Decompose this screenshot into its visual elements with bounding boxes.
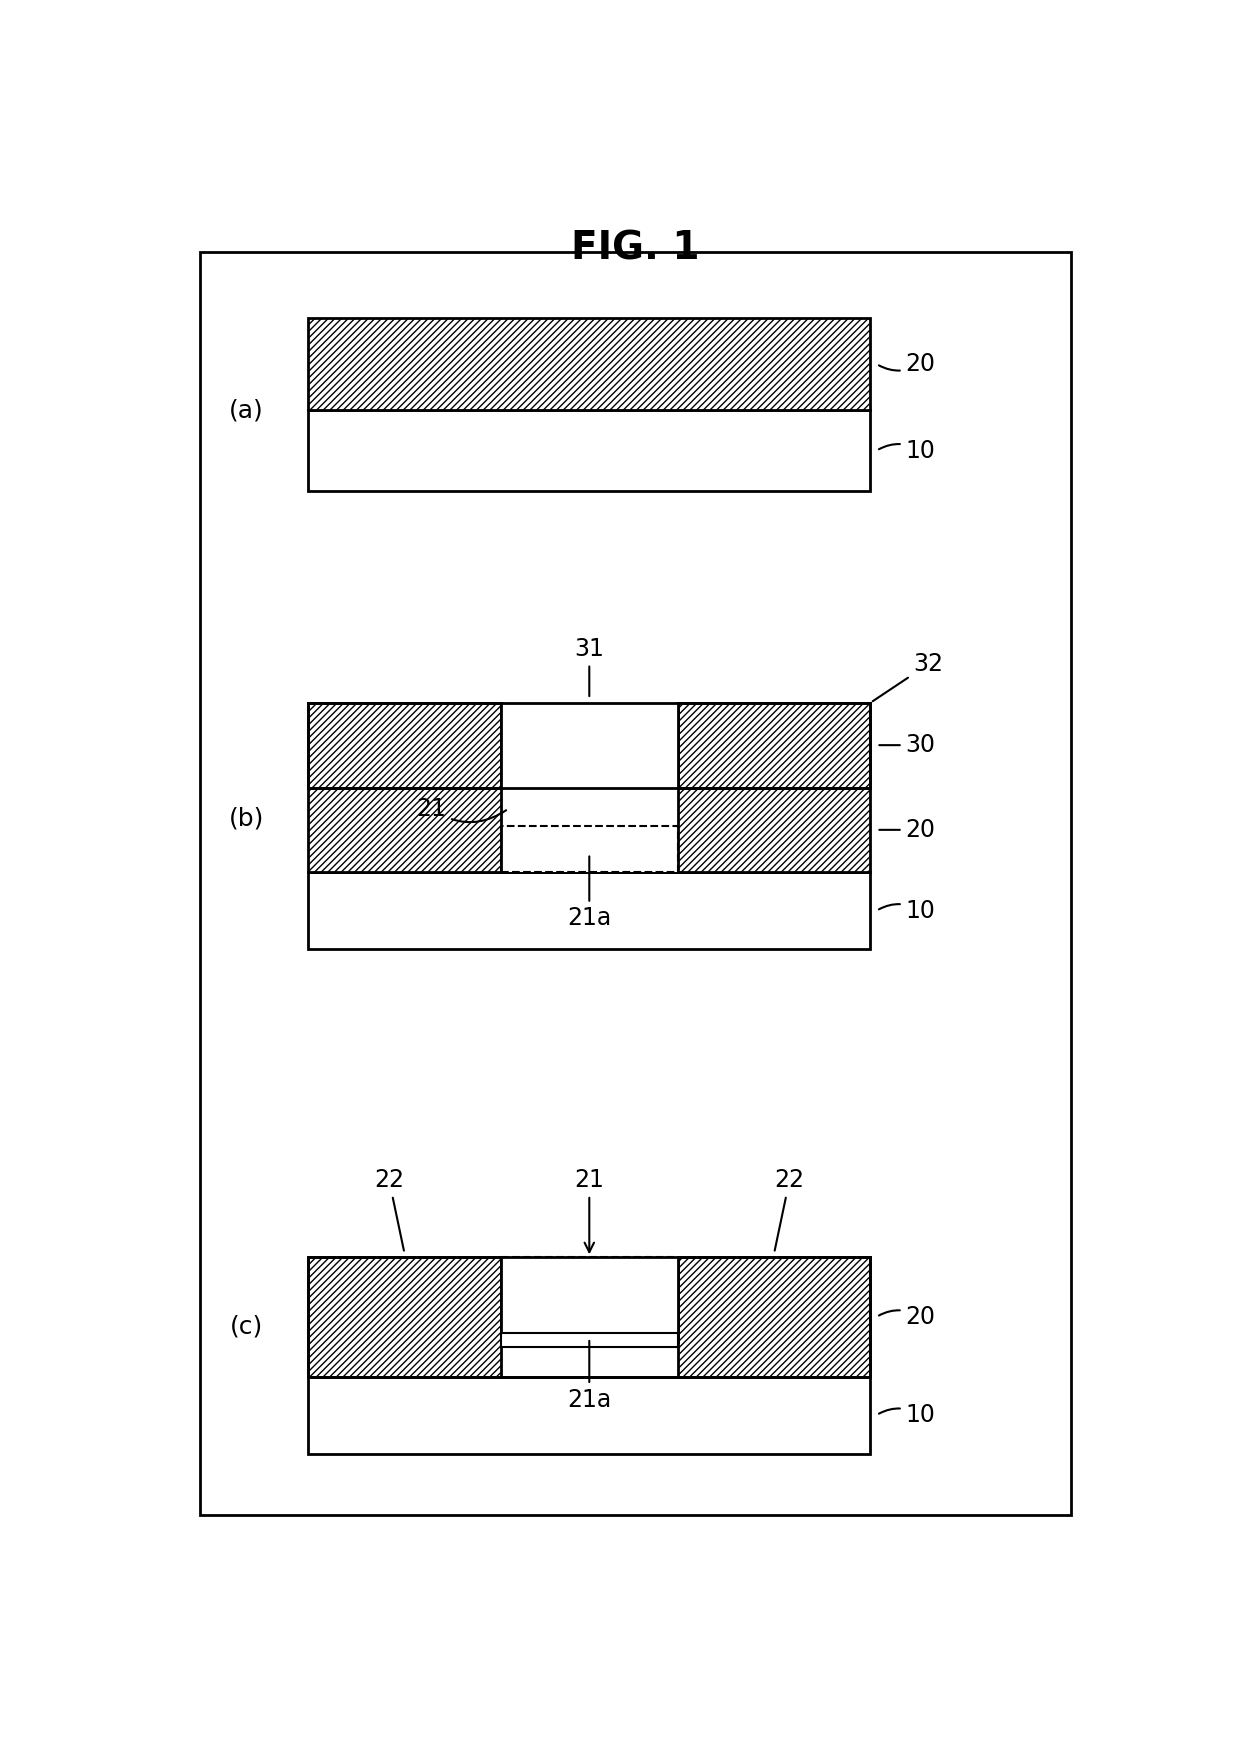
Text: 22: 22: [374, 1169, 404, 1251]
Text: 10: 10: [879, 900, 935, 922]
Bar: [678, 1256, 870, 1377]
Bar: [309, 1256, 501, 1377]
Text: 32: 32: [873, 653, 944, 702]
Bar: [501, 788, 678, 872]
Text: 10: 10: [879, 1404, 935, 1426]
Bar: [501, 704, 678, 788]
Bar: [309, 704, 501, 788]
Bar: [501, 1334, 678, 1348]
Text: 21: 21: [574, 1169, 604, 1251]
Bar: [309, 410, 870, 492]
Text: 20: 20: [879, 1306, 935, 1328]
Text: 10: 10: [879, 439, 935, 462]
Text: 21a: 21a: [567, 856, 611, 931]
Bar: [309, 318, 870, 410]
Bar: [678, 704, 870, 788]
Text: FIG. 1: FIG. 1: [572, 229, 699, 268]
Bar: [501, 1256, 678, 1342]
Text: (a): (a): [229, 399, 264, 422]
Text: 20: 20: [879, 817, 935, 842]
Text: 21a: 21a: [567, 1340, 611, 1412]
Text: 20: 20: [879, 352, 935, 376]
Text: 22: 22: [775, 1169, 805, 1251]
Text: (b): (b): [229, 807, 264, 829]
Bar: [309, 1377, 870, 1454]
Bar: [501, 826, 678, 872]
Bar: [309, 1256, 870, 1377]
Bar: [309, 788, 870, 872]
Text: 30: 30: [879, 733, 935, 758]
Bar: [309, 872, 870, 949]
Text: 31: 31: [574, 637, 604, 696]
Text: 21: 21: [417, 796, 506, 822]
Text: (c): (c): [231, 1314, 263, 1339]
